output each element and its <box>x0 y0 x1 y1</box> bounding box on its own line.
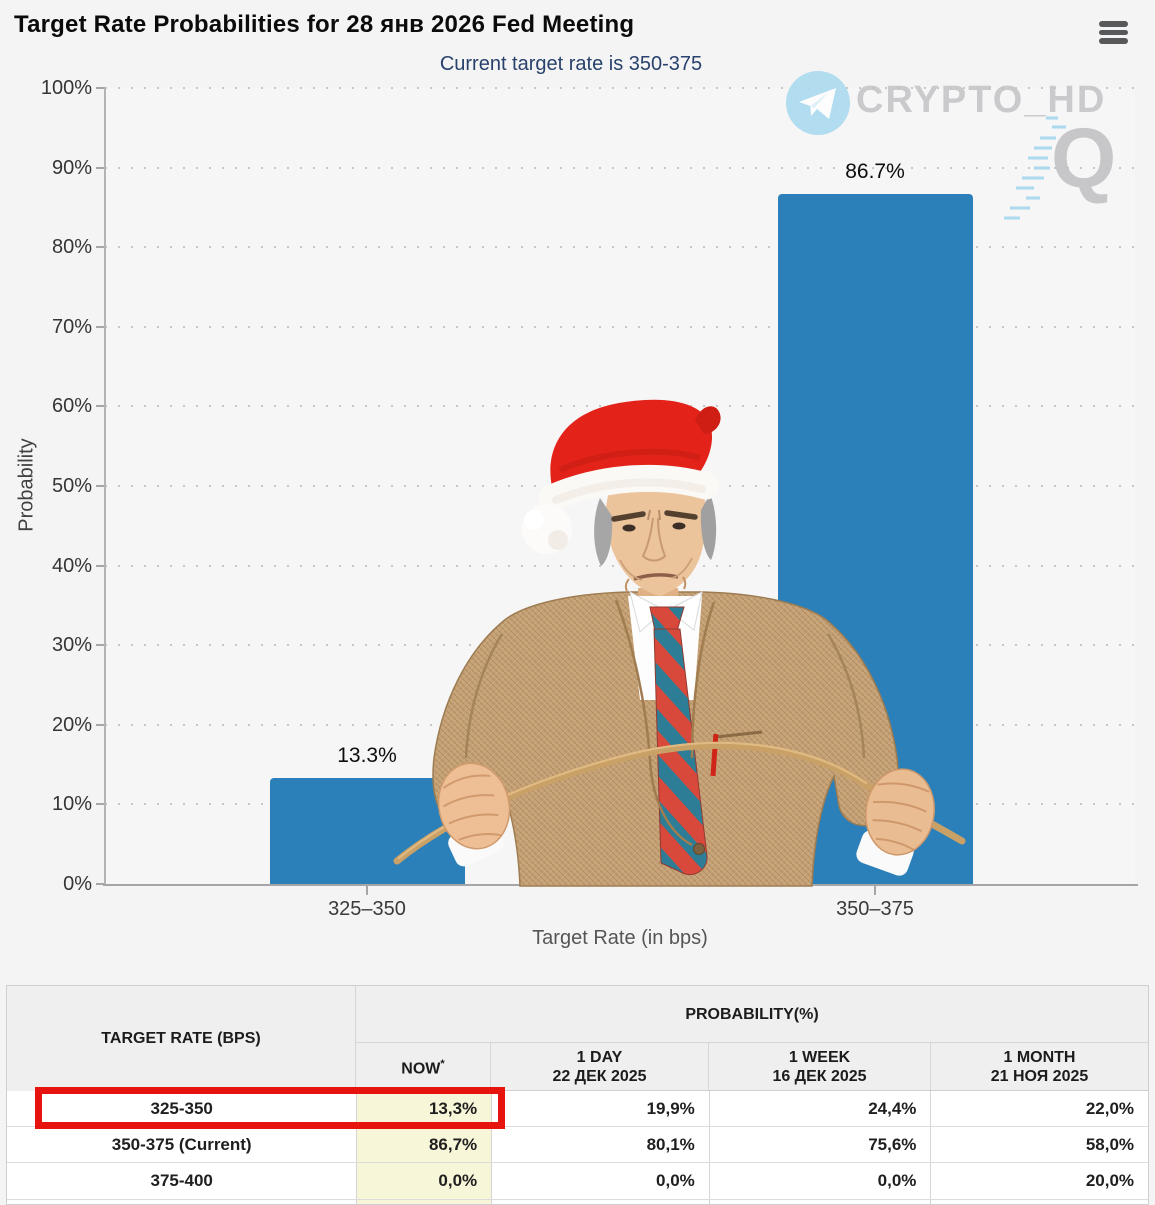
y-tick-label: 10% <box>51 793 92 816</box>
cell-week: 0,0% <box>710 1163 932 1199</box>
y-tick-mark <box>96 405 105 408</box>
y-tick-mark <box>96 325 105 328</box>
x-axis-title: Target Rate (in bps) <box>532 927 708 949</box>
gridline <box>105 87 1135 89</box>
y-tick-label: 50% <box>51 475 92 497</box>
y-tick-label: 0% <box>63 873 92 895</box>
col-header-1-month: 1 MONTH 21 НОЯ 2025 <box>931 1043 1148 1090</box>
x-tick-label: 350–375 <box>836 898 914 920</box>
watermark-text: CRYPTO_HD <box>856 79 1107 121</box>
gridline <box>105 564 1135 567</box>
y-tick-label: 80% <box>51 236 92 259</box>
y-axis-title: Probability <box>15 438 38 532</box>
telegram-icon <box>786 71 850 135</box>
chart-subtitle: Current target rate is 350-375 <box>439 53 703 75</box>
highlight-rectangle <box>35 1087 505 1129</box>
gridline <box>105 166 1135 169</box>
table-row-375-400: 375-400 0,0% 0,0% 0,0% 20,0% <box>7 1163 1148 1199</box>
y-tick-mark <box>96 644 105 647</box>
y-tick-label: 90% <box>51 156 92 179</box>
cell-month: 20,0% <box>1085 1171 1135 1190</box>
y-tick-label: 70% <box>51 315 92 338</box>
powell-santa-image <box>393 399 966 887</box>
y-tick-mark <box>96 564 105 567</box>
col-header-1-week: 1 WEEK 16 ДЕК 2025 <box>709 1043 931 1090</box>
cell-target-rate: 375-400 <box>7 1163 358 1199</box>
col-header-target-rate: TARGET RATE (BPS) <box>7 986 356 1091</box>
y-tick-label: 40% <box>51 554 92 577</box>
x-tick-mark <box>874 886 876 895</box>
y-tick-label: 100% <box>40 77 92 99</box>
y-tick-label: 20% <box>51 713 92 736</box>
y-axis-line <box>104 88 106 884</box>
watermark-q: Q <box>1051 111 1117 205</box>
y-tick-mark <box>96 803 105 806</box>
cell-now: 13,3% <box>357 1091 493 1126</box>
bar-value-label: 86.7% <box>845 160 905 183</box>
cell-month: 22,0% <box>1085 1098 1135 1118</box>
col-header-probability: PROBABILITY(%) <box>356 986 1148 1042</box>
cell-day: 80,1% <box>492 1127 710 1162</box>
cell-target-rate: 350-375 (Current) <box>7 1127 358 1162</box>
watermark-dashes <box>1004 116 1066 220</box>
y-tick-mark <box>96 883 105 885</box>
hamburger-menu-icon[interactable] <box>1099 21 1129 44</box>
probability-table: TARGET RATE (BPS) PROBABILITY(%) NOW* 1 D… <box>6 985 1149 1205</box>
y-tick-label: 60% <box>51 395 92 418</box>
y-tick-mark <box>96 246 105 249</box>
gridline <box>105 325 1135 328</box>
y-tick-label: 30% <box>51 634 92 657</box>
y-tick-mark <box>96 485 105 487</box>
y-tick-mark <box>96 87 105 89</box>
cell-month: 58,0% <box>1085 1134 1135 1154</box>
y-tick-mark <box>96 723 105 726</box>
bar-325–350[interactable] <box>269 778 465 884</box>
col-header-now: NOW* <box>356 1043 491 1090</box>
table-row-350-375: 350-375 (Current) 86,7% 80,1% 75,6% 58,0% <box>7 1127 1148 1163</box>
cell-now: 86,7% <box>357 1127 493 1162</box>
x-tick-label: 325–350 <box>328 898 406 920</box>
y-tick-mark <box>96 166 105 169</box>
x-tick-mark <box>366 886 368 895</box>
cell-target-rate: 325-350 <box>7 1091 358 1126</box>
bar-value-label: 13.3% <box>337 744 397 767</box>
col-header-1-day: 1 DAY 22 ДЕК 2025 <box>491 1043 709 1090</box>
table-row-325-350: 325-350 13,3% 19,9% 24,4% 22,0% <box>7 1091 1148 1127</box>
gridline <box>105 246 1135 249</box>
page-title: Target Rate Probabilities for 28 янв 202… <box>14 11 635 38</box>
cell-day: 0,0% <box>492 1163 710 1199</box>
cell-day: 19,9% <box>492 1091 710 1126</box>
cell-week: 24,4% <box>710 1091 932 1126</box>
cell-now: 0,0% <box>357 1163 493 1199</box>
cell-week: 75,6% <box>710 1127 932 1162</box>
